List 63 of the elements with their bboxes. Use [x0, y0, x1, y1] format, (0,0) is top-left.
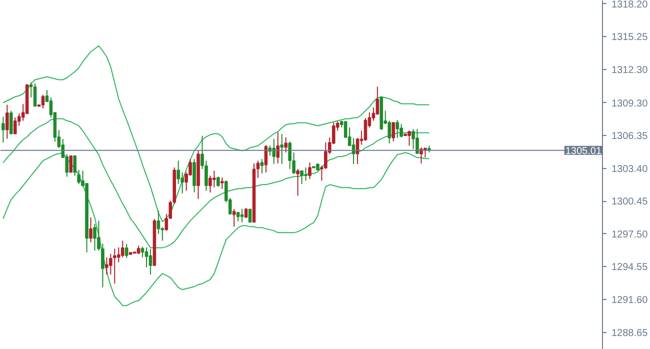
- candlestick: [272, 138, 276, 164]
- candlestick: [148, 248, 152, 276]
- candlestick: [260, 158, 264, 174]
- line-series: [2, 118, 430, 248]
- y-tick-label: 1315.25: [612, 32, 648, 44]
- candlestick: [216, 176, 220, 188]
- candlestick: [300, 170, 304, 185]
- y-tick-label: 1309.30: [612, 98, 648, 110]
- candlestick: [2, 116, 5, 143]
- y-tick-label: 1288.65: [612, 328, 648, 339]
- candlestick: [416, 128, 419, 154]
- candlestick: [69, 155, 72, 173]
- candlestick: [424, 147, 427, 158]
- y-tick-label: 1312.30: [612, 64, 648, 76]
- candlestick: [280, 133, 284, 164]
- candlestick: [304, 166, 308, 182]
- candlestick: [244, 208, 248, 219]
- candlestick: [41, 94, 45, 109]
- candlestick: [364, 118, 368, 142]
- candlestick: [248, 208, 252, 223]
- candlestick: [120, 240, 124, 258]
- y-tick-label: 1294.55: [612, 262, 648, 274]
- candlestick: [105, 256, 108, 276]
- candlestick: [296, 168, 300, 196]
- candlestick: [396, 120, 399, 138]
- candlestick: [288, 140, 292, 170]
- candlestick: [156, 210, 160, 234]
- y-tick-label: 1297.50: [612, 229, 648, 240]
- candlestick: [276, 132, 280, 164]
- y-tick-label: 1300.45: [612, 196, 648, 208]
- candlestick: [93, 223, 96, 252]
- candlestick: [392, 122, 395, 142]
- candlestick: [13, 116, 17, 134]
- candlestick: [212, 170, 216, 188]
- y-tick-label: 1303.40: [612, 164, 648, 175]
- candlestick: [220, 176, 224, 190]
- ref-line-label: 1305.01: [565, 146, 602, 157]
- candlestick: [232, 208, 236, 228]
- candlestick: [420, 146, 423, 164]
- candlestick: [77, 170, 80, 185]
- candlestick: [33, 82, 37, 107]
- y-tick-label: 1291.60: [612, 294, 648, 306]
- candlestick: [9, 110, 13, 134]
- y-tick-label: 1306.35: [612, 131, 648, 142]
- candlestick: [124, 243, 128, 258]
- candlestick: [236, 212, 240, 222]
- y-tick-label: 1318.20: [612, 0, 648, 10]
- candlestick: [113, 248, 116, 284]
- candlestick: [140, 246, 144, 258]
- candlestick: [192, 158, 196, 193]
- candlestick: [240, 208, 244, 223]
- candlestick: [352, 137, 356, 164]
- candlestick: [176, 160, 180, 185]
- candlestick: [388, 120, 392, 144]
- candlestick: [6, 104, 9, 140]
- candlestick: [400, 124, 403, 138]
- candlestick: [408, 130, 411, 146]
- candlestick: [284, 136, 288, 153]
- candlestick: [144, 246, 148, 268]
- candlestick: [89, 216, 92, 243]
- candlestick: [308, 162, 312, 180]
- candlestick: [264, 144, 268, 173]
- candlestick: [324, 142, 328, 170]
